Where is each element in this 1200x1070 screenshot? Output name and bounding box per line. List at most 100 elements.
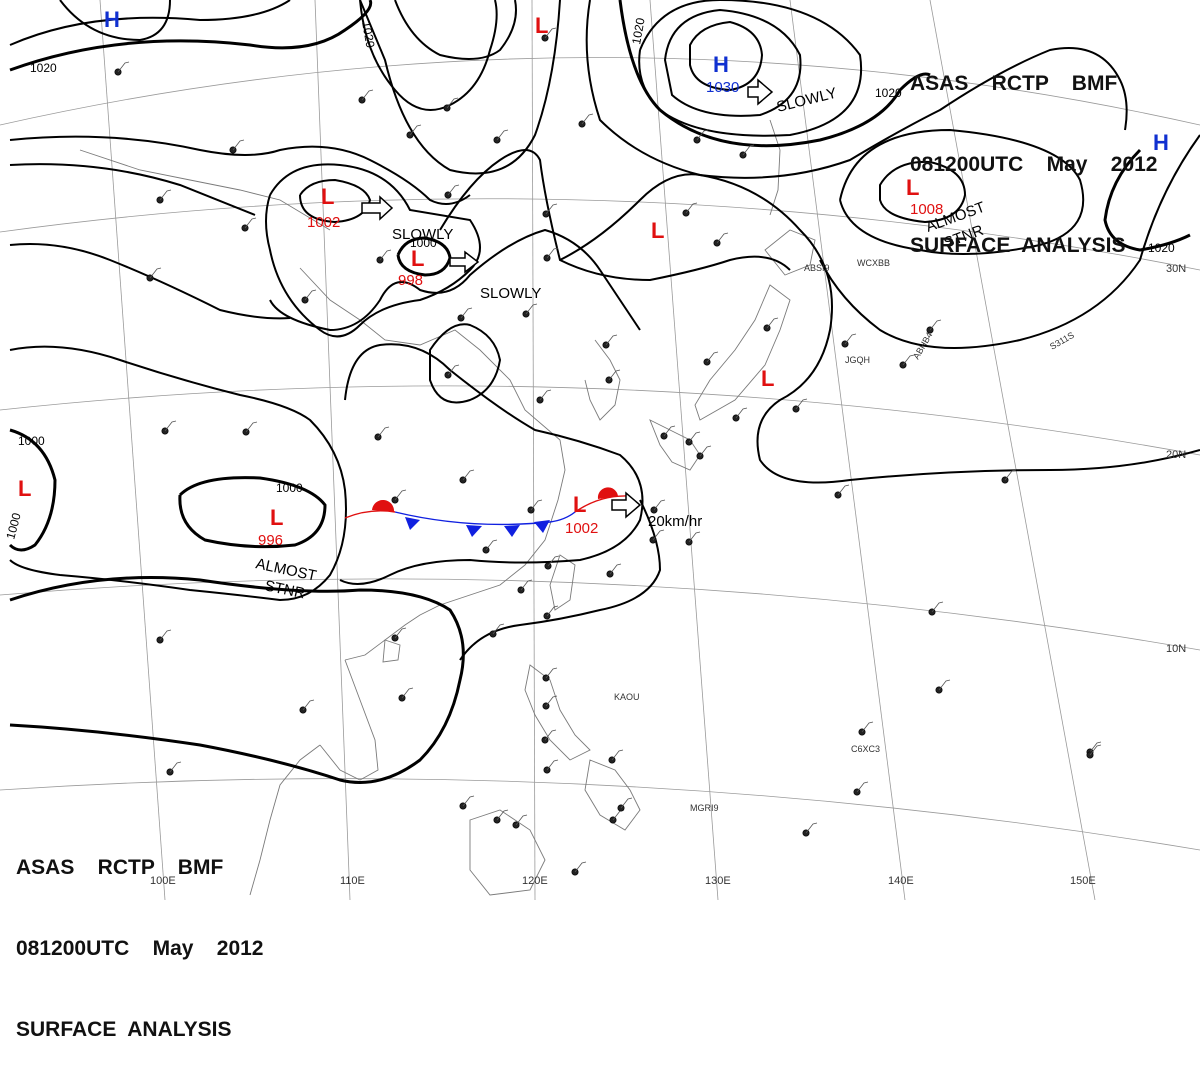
isobar-1000-west-low [178, 476, 327, 549]
station-label: JGQH [845, 355, 870, 365]
wind-barb-icon [244, 217, 257, 229]
wind-barb-icon [379, 249, 392, 261]
wind-barb-icon [530, 499, 543, 511]
header-line-3: SURFACE ANALYSIS [16, 1018, 232, 1041]
cold-front-triangle [504, 525, 520, 537]
wind-barb-icon [492, 623, 505, 635]
wind-barb-icon [447, 364, 460, 376]
isobar-high-1030-ring-3 [638, 0, 863, 137]
isobar-1020-far-east [1103, 148, 1191, 252]
wind-barb-icon [609, 563, 622, 575]
wind-barb-icon [545, 667, 558, 679]
isobar-south-china-ring [339, 343, 644, 585]
parallel-20n [0, 385, 1200, 456]
wind-barb-icon [1004, 469, 1017, 481]
wind-barb-icon [581, 113, 594, 125]
coast-mongolia-border [79, 149, 331, 231]
wind-barb-icon [169, 761, 182, 773]
isobar-japan-south [559, 173, 1200, 484]
wind-barb-icon [164, 420, 177, 432]
coast-japan-kyushu [649, 419, 701, 471]
low-pressure-value: 998 [398, 272, 423, 289]
wind-barb-icon [394, 627, 407, 639]
isobar-label: 1020 [30, 61, 57, 75]
wind-barb-icon [462, 469, 475, 481]
coast-china [299, 267, 566, 661]
parallel-10n [0, 578, 1200, 651]
wind-barb-icon [837, 484, 850, 496]
high-pressure-symbol: H [713, 52, 729, 77]
isobar-1020-east-high [618, 0, 931, 148]
isobar-1008-ring [879, 160, 967, 224]
isobar-1002-north-ring [299, 178, 372, 224]
wind-barb-icon [447, 184, 460, 196]
wind-barb-icon [117, 61, 130, 73]
wind-barb-icon [149, 267, 162, 279]
wind-barb-icon [496, 129, 509, 141]
station-plots [114, 27, 1102, 876]
coast-hainan [382, 639, 401, 663]
parallel-30n [0, 198, 1200, 271]
wind-barb-icon [685, 202, 698, 214]
wind-barb-icon [929, 319, 942, 331]
cold-front-triangle [466, 525, 482, 537]
longitude-labels: 100E 110E 120E 130E 140E 150E [150, 875, 1096, 887]
warm-front-east [574, 495, 629, 513]
wind-barb-icon [805, 822, 818, 834]
wind-barb-icon [547, 555, 560, 567]
wind-barb-icon [520, 579, 533, 591]
wind-barb-icon [485, 539, 498, 551]
warm-front-bump-west [372, 499, 395, 512]
header-line-2: 081200UTC May 2012 [910, 153, 1158, 176]
meridian-130e [649, 0, 719, 900]
isobar-high-1030-ring-1 [689, 20, 764, 92]
wind-barb-icon [401, 687, 414, 699]
wind-barb-icon [544, 27, 557, 39]
high-pressure-symbol: H [104, 7, 120, 32]
wind-barb-icon [377, 426, 390, 438]
station-label: ABSI9 [804, 263, 830, 273]
isobar-central-1000 [265, 163, 481, 338]
wind-barb-icon [302, 699, 315, 711]
wind-barb-icon [245, 421, 258, 433]
wind-barb-icon [706, 351, 719, 363]
wind-barb-icon [539, 389, 552, 401]
wind-barb-icon [304, 289, 317, 301]
coast-indochina [249, 744, 321, 896]
header-line-1: ASAS RCTP BMF [910, 72, 1118, 95]
low-pressure-symbol: L [270, 505, 283, 530]
wind-barb-icon [766, 317, 779, 329]
isobar-northwest-2 [9, 0, 291, 46]
isobar-label: 1000 [3, 511, 24, 541]
meridian-120e [531, 0, 536, 900]
wind-barb-icon [460, 307, 473, 319]
pressure-lows: L 1002 L 998 L L L 1008 L L 996 L L 1002 [18, 13, 943, 549]
meridian-150e [929, 0, 1096, 900]
isobar-inner-china [429, 323, 502, 404]
meridian-100e [99, 0, 166, 900]
low-pressure-symbol: L [18, 476, 31, 501]
low-pressure-symbol: L [761, 366, 774, 391]
wind-barb-icon [931, 601, 944, 613]
low-pressure-symbol: L [535, 13, 548, 38]
latitude-label: 10N [1166, 643, 1186, 655]
wind-barb-icon [446, 97, 459, 109]
coast-borneo [469, 809, 546, 896]
header-line-1: ASAS RCTP BMF [16, 856, 224, 879]
wind-barb-icon [856, 781, 869, 793]
cold-front-triangle [534, 520, 550, 533]
low-pressure-value: 996 [258, 532, 283, 549]
wind-barb-icon [742, 144, 755, 156]
wind-barb-icon [663, 425, 676, 437]
wind-barb-icon [653, 499, 666, 511]
isobar-1000-west-edge [8, 428, 57, 552]
low-pressure-symbol: L [411, 246, 424, 271]
header-bottom-left: ASAS RCTP BMF 081200UTC May 2012 SURFACE… [16, 800, 263, 1070]
wind-barb-icon [844, 333, 857, 345]
high-pressure-symbol: H [1153, 130, 1169, 155]
cold-front [394, 511, 576, 526]
wind-barb-icon [938, 679, 951, 691]
latitude-label: 20N [1166, 449, 1186, 461]
wind-barb-icon [688, 431, 701, 443]
isobar-labels: 1020 1020 1020 1020 1020 1000 1000 1000 … [3, 16, 1175, 540]
